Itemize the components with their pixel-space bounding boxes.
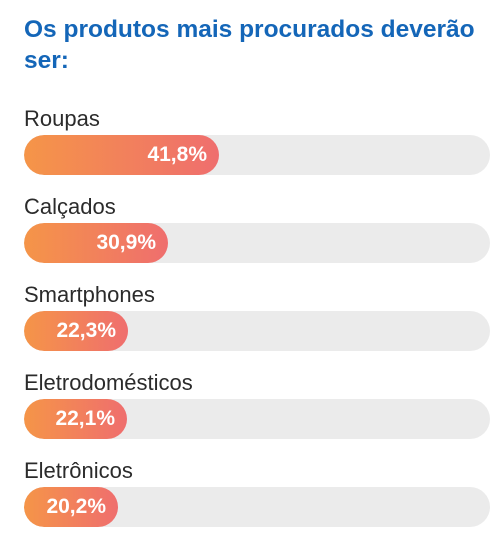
bar: [24, 223, 168, 263]
bar-track: 20,2%: [24, 487, 490, 527]
category-label: Smartphones: [24, 282, 155, 307]
bar-track: 30,9%: [24, 223, 490, 263]
bar-value-label: 20,2%: [46, 495, 106, 518]
bar-track: 22,3%: [24, 311, 490, 351]
category-label: Eletrodomésticos: [24, 370, 193, 395]
category-label: Roupas: [24, 106, 100, 131]
bar: [24, 399, 127, 439]
bar-value-label: 41,8%: [147, 143, 207, 166]
chart-title: Os produtos mais procurados deverão ser:: [24, 16, 475, 74]
bar-track: 22,1%: [24, 399, 490, 439]
bar-value-label: 22,1%: [55, 407, 115, 430]
category-label: Eletrônicos: [24, 458, 133, 483]
bar: [24, 311, 128, 351]
bar-value-label: 30,9%: [96, 231, 156, 254]
bar-track: 41,8%: [24, 135, 490, 175]
bar-value-label: 22,3%: [56, 319, 116, 342]
bar: [24, 487, 118, 527]
bar: [24, 135, 219, 175]
category-label: Calçados: [24, 194, 116, 219]
